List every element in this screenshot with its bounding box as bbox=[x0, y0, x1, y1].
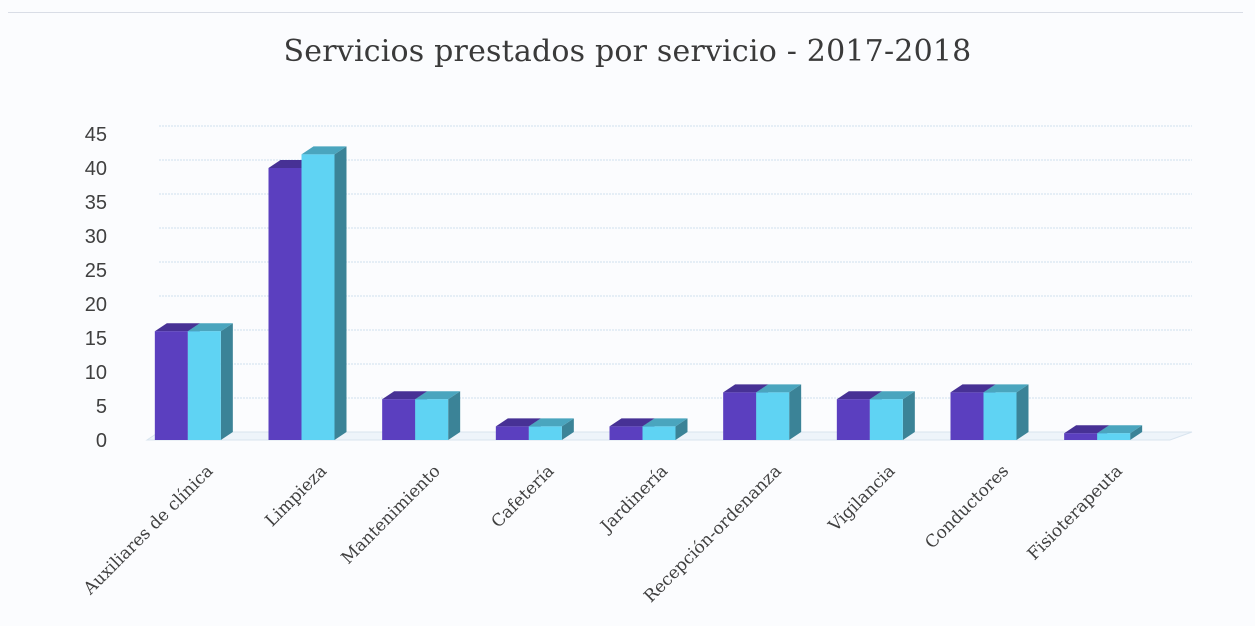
y-tick-label: 15 bbox=[85, 328, 107, 350]
y-tick-label: 45 bbox=[85, 124, 107, 146]
bar-side bbox=[789, 384, 802, 440]
bar-top bbox=[382, 391, 428, 400]
bar-top bbox=[950, 384, 996, 393]
y-tick-label: 0 bbox=[96, 430, 107, 452]
bar-front bbox=[869, 399, 903, 440]
y-tick-label: 25 bbox=[85, 260, 107, 282]
bar[interactable] bbox=[528, 418, 574, 440]
bar-top bbox=[983, 384, 1029, 393]
bar[interactable] bbox=[983, 384, 1029, 440]
bar-front bbox=[495, 426, 529, 440]
x-tick-label: Vigilancia bbox=[824, 461, 899, 536]
bar[interactable] bbox=[301, 146, 347, 440]
bar-top bbox=[756, 384, 802, 393]
bar-front bbox=[950, 392, 984, 440]
bar-front bbox=[382, 399, 416, 440]
bar-front bbox=[836, 399, 870, 440]
bar[interactable] bbox=[1097, 425, 1143, 440]
bar-front bbox=[301, 154, 335, 440]
y-tick-label: 5 bbox=[96, 396, 107, 418]
bar-top bbox=[642, 418, 688, 427]
bar-front bbox=[528, 426, 562, 440]
bar-front bbox=[723, 392, 757, 440]
bar-front bbox=[1097, 433, 1131, 440]
bar[interactable] bbox=[415, 391, 461, 440]
bar[interactable] bbox=[187, 323, 233, 440]
y-tick-label: 40 bbox=[85, 158, 107, 180]
bar-front bbox=[268, 168, 302, 440]
bar-front bbox=[415, 399, 449, 440]
bar-front bbox=[983, 392, 1017, 440]
bar-side bbox=[1016, 384, 1029, 440]
bar[interactable] bbox=[869, 391, 915, 440]
x-tick-label: Jardinería bbox=[596, 461, 672, 537]
bar-top bbox=[723, 384, 769, 393]
bar-top bbox=[869, 391, 915, 400]
x-tick-label: Mantenimiento bbox=[338, 461, 445, 568]
bar-side bbox=[675, 418, 688, 440]
bar-side bbox=[561, 418, 574, 440]
x-tick-label: Auxiliares de clínica bbox=[79, 461, 217, 599]
bar-side bbox=[448, 391, 461, 440]
bars bbox=[154, 146, 1143, 440]
x-axis: Auxiliares de clínica Limpieza Mantenimien… bbox=[79, 461, 1126, 606]
y-tick-label: 20 bbox=[85, 294, 107, 316]
chart-title: Servicios prestados por servicio - 2017-… bbox=[283, 34, 972, 69]
y-tick-label: 35 bbox=[85, 192, 107, 214]
bar-side bbox=[1130, 425, 1143, 440]
y-tick-label: 30 bbox=[85, 226, 107, 248]
bar-top bbox=[1097, 425, 1143, 434]
bar-side bbox=[902, 391, 915, 440]
bar[interactable] bbox=[642, 418, 688, 440]
bar-front bbox=[154, 331, 188, 440]
bar-top bbox=[154, 323, 200, 332]
bar-front bbox=[187, 331, 221, 440]
bar-side bbox=[220, 323, 233, 440]
bar-front bbox=[756, 392, 790, 440]
bar-top bbox=[301, 146, 347, 155]
x-tick-label: Fisioterapeuta bbox=[1024, 461, 1127, 564]
x-tick-label: Limpieza bbox=[262, 461, 332, 531]
top-divider bbox=[8, 12, 1243, 13]
x-tick-label: Conductores bbox=[921, 461, 1013, 553]
bar-front bbox=[642, 426, 676, 440]
y-axis: 0 5 10 15 20 25 30 35 40 45 bbox=[85, 124, 107, 452]
bar-top bbox=[609, 418, 655, 427]
bar[interactable] bbox=[756, 384, 802, 440]
bar-top bbox=[836, 391, 882, 400]
bar-front bbox=[609, 426, 643, 440]
y-tick-label: 10 bbox=[85, 362, 107, 384]
bar-top bbox=[528, 418, 574, 427]
bar-top bbox=[1064, 425, 1110, 434]
bar-top bbox=[415, 391, 461, 400]
bar-top bbox=[495, 418, 541, 427]
bar-side bbox=[334, 146, 347, 440]
x-tick-label: Cafetería bbox=[488, 461, 559, 532]
bar-top bbox=[187, 323, 233, 332]
bar-front bbox=[1064, 433, 1098, 440]
